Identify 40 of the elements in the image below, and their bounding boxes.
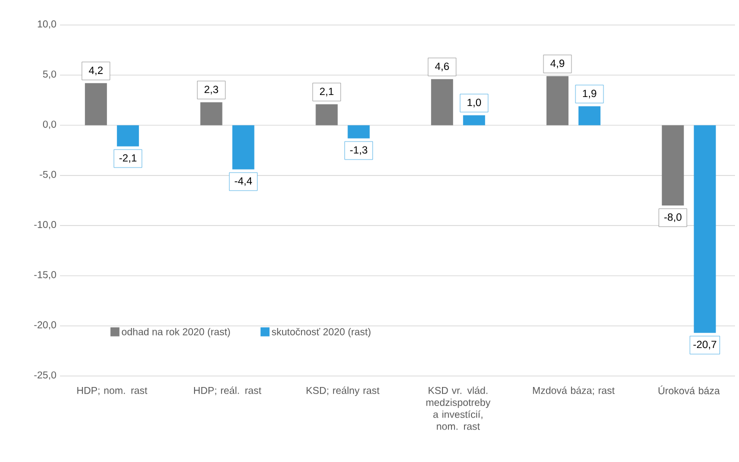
data-label: 4,6 — [435, 62, 449, 72]
y-tick-label: 10,0 — [38, 20, 56, 29]
data-label: -1,3 — [350, 146, 368, 155]
data-label: 1,0 — [468, 98, 481, 108]
data-label: -4,4 — [234, 177, 252, 186]
x-tick-label: Úroková báza — [658, 386, 720, 394]
bar — [463, 115, 486, 126]
data-label: -8,0 — [664, 213, 682, 222]
data-label: 4,9 — [550, 60, 564, 68]
bar — [316, 104, 338, 126]
bar — [84, 83, 107, 126]
x-tick-label: KSD vr. vlád. medzispotreby a investícií, nom. rast — [426, 386, 490, 430]
data-label: 4,2 — [88, 66, 103, 76]
x-tick-label: KSD; reálny rast — [306, 386, 380, 396]
x-tick-label: HDP; nom. rast — [77, 387, 148, 396]
bar — [200, 102, 222, 126]
data-label: -2,1 — [119, 154, 136, 163]
bar — [694, 125, 716, 333]
bar — [431, 79, 454, 126]
bar — [578, 106, 600, 126]
y-tick-label: -5,0 — [40, 170, 56, 180]
y-tick-label: -20,0 — [34, 321, 56, 330]
bar — [662, 125, 684, 206]
y-tick-label: -15,0 — [34, 271, 56, 280]
y-tick-label: -25,0 — [34, 371, 56, 380]
bar — [546, 76, 568, 126]
data-label: 2,1 — [320, 88, 334, 96]
data-label: -20,7 — [693, 340, 716, 350]
bar — [116, 125, 139, 146]
bar — [232, 125, 254, 170]
y-tick-label: 0,0 — [43, 120, 56, 129]
data-label: 2,3 — [204, 86, 218, 94]
bar — [348, 125, 370, 138]
legend-label: odhad na rok 2020 (rast) — [122, 328, 230, 338]
y-tick-label: 5,0 — [43, 70, 56, 79]
x-tick-label: HDP; reál. rast — [194, 386, 262, 396]
legend-label: skutočnosť 2020 (rast) — [272, 328, 370, 338]
x-tick-label: Mzdová báza; rast — [533, 386, 615, 396]
data-label: 1,9 — [582, 90, 596, 98]
y-tick-label: -10,0 — [34, 221, 56, 230]
